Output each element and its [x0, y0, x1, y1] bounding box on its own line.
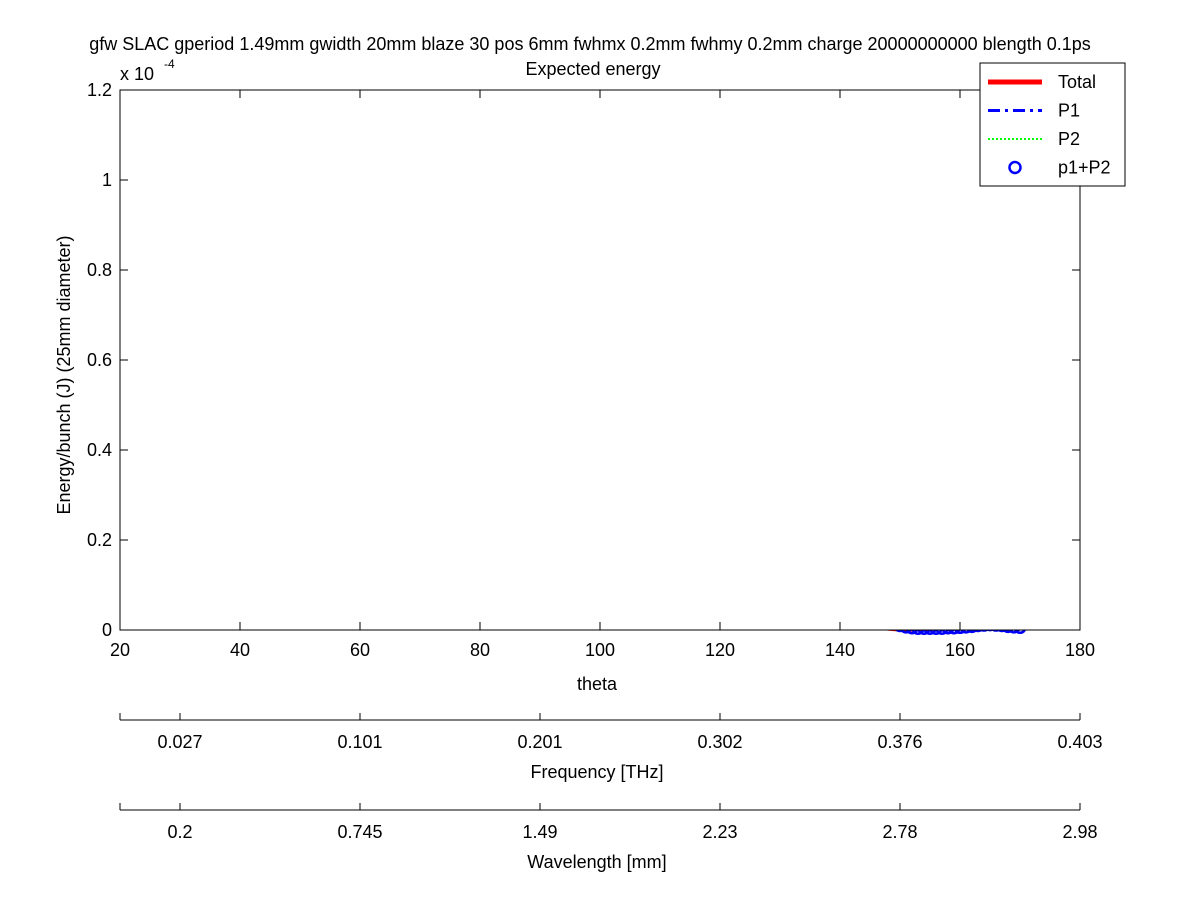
secondary-tick-label: 0.201	[517, 732, 562, 752]
x-tick-label: 60	[350, 640, 370, 660]
legend-label: Total	[1058, 72, 1096, 92]
secondary-tick-label: 0.2	[167, 822, 192, 842]
secondary-tick-label: 0.403	[1057, 732, 1102, 752]
secondary-axis-label: Wavelength [mm]	[527, 852, 666, 872]
secondary-tick-label: 0.101	[337, 732, 382, 752]
legend-entry: P2	[988, 129, 1080, 149]
secondary-tick-label: 0.027	[157, 732, 202, 752]
x-tick-label: 120	[705, 640, 735, 660]
x-tick-label: 180	[1065, 640, 1095, 660]
y-axis-label: Energy/bunch (J) (25mm diameter)	[54, 235, 74, 514]
x-tick-label: 100	[585, 640, 615, 660]
secondary-tick-label: 0.745	[337, 822, 382, 842]
y-tick-label: 0.4	[87, 440, 112, 460]
frequency-axis: 0.027 0.101 0.201 0.302 0.376 0.403 Frequency …	[119, 713, 1103, 782]
legend-entry: p1+P2	[1008, 158, 1111, 178]
wavelength-axis: 0.2 0.745 1.49 2.23 2.78 2.98 Wavelength [mm]	[119, 803, 1098, 872]
x-axis-label: theta	[577, 674, 618, 694]
y-tick-label: 1.2	[87, 80, 112, 100]
y-exponent-power: -4	[164, 57, 175, 71]
secondary-tick-label: 1.49	[522, 822, 557, 842]
axes-layer: 20 40 60 80 100 120 140 160 180 0 0.2 0.4 0.6 0.8 1 1.2	[87, 80, 1095, 660]
y-tick-label: 0.2	[87, 530, 112, 550]
y-tick-label: 0.8	[87, 260, 112, 280]
legend-label: P2	[1058, 129, 1080, 149]
legend-entry: P1	[988, 101, 1080, 121]
y-tick-label: 0	[102, 620, 112, 640]
legend-swatch-p1-plus-p2	[1008, 160, 1022, 175]
secondary-axes: 0.027 0.101 0.201 0.302 0.376 0.403 Frequency …	[119, 713, 1103, 872]
chart-title-line2: Expected energy	[525, 59, 660, 79]
secondary-tick-label: 2.78	[882, 822, 917, 842]
x-tick-label: 20	[110, 640, 130, 660]
secondary-tick-label: 2.98	[1062, 822, 1097, 842]
secondary-tick-label: 0.376	[877, 732, 922, 752]
plot-frame	[119, 89, 1081, 631]
y-tick-label: 1	[102, 170, 112, 190]
secondary-tick-label: 0.302	[697, 732, 742, 752]
legend: Total P1 P2 p1+P2	[979, 62, 1126, 187]
secondary-axis-label: Frequency [THz]	[530, 762, 663, 782]
chart-title-line1: gfw SLAC gperiod 1.49mm gwidth 20mm blaz…	[89, 34, 1091, 54]
legend-label: p1+P2	[1058, 158, 1111, 178]
legend-label: P1	[1058, 101, 1080, 121]
x-tick-label: 40	[230, 640, 250, 660]
x-tick-label: 80	[470, 640, 490, 660]
x-tick-label: 140	[825, 640, 855, 660]
y-tick-label: 0.6	[87, 350, 112, 370]
legend-entry: Total	[988, 72, 1096, 92]
secondary-tick-label: 2.23	[702, 822, 737, 842]
x-tick-label: 160	[945, 640, 975, 660]
y-exponent-label: x 10	[120, 64, 154, 84]
